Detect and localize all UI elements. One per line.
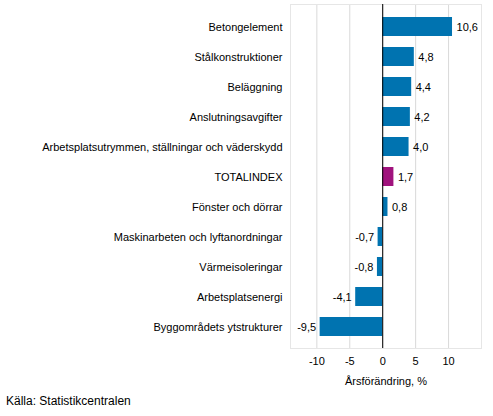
svg-text:4,8: 4,8 [418,51,433,63]
svg-text:1,7: 1,7 [398,171,413,183]
svg-text:4,2: 4,2 [414,111,429,123]
svg-text:Byggområdets ytstrukturer: Byggområdets ytstrukturer [154,321,283,333]
svg-text:Arbetsplatsutrymmen, ställning: Arbetsplatsutrymmen, ställningar och väd… [42,141,282,153]
svg-text:0: 0 [380,355,386,367]
svg-text:Fönster och dörrar: Fönster och dörrar [192,201,283,213]
svg-text:10,6: 10,6 [457,21,478,33]
svg-text:-4,1: -4,1 [333,291,352,303]
svg-text:-10: -10 [309,355,325,367]
svg-text:Arbetsplatsenergi: Arbetsplatsenergi [197,291,283,303]
svg-text:4,4: 4,4 [416,81,431,93]
svg-text:-0,7: -0,7 [355,231,374,243]
svg-text:-5: -5 [345,355,355,367]
svg-text:-9,5: -9,5 [297,321,316,333]
svg-text:Årsförändring, %: Årsförändring, % [345,375,427,387]
svg-text:-0,8: -0,8 [354,261,373,273]
svg-text:5: 5 [413,355,419,367]
svg-text:Värmeisoleringar: Värmeisoleringar [199,261,282,273]
svg-text:0,8: 0,8 [392,201,407,213]
svg-text:4,0: 4,0 [413,141,428,153]
svg-text:Maskinarbeten och lyftanordnin: Maskinarbeten och lyftanordningar [114,231,283,243]
html-text:Källa: Statistikcentralen: Källa: Statistikcentralen [6,394,131,408]
svg-text:Stålkonstruktioner: Stålkonstruktioner [194,51,282,63]
svg-text:Beläggning: Beläggning [227,81,282,93]
svg-text:TOTALINDEX: TOTALINDEX [214,171,283,183]
svg-text:10: 10 [442,355,454,367]
svg-text:Anslutningsavgifter: Anslutningsavgifter [190,111,283,123]
svg-text:Betongelement: Betongelement [209,21,283,33]
